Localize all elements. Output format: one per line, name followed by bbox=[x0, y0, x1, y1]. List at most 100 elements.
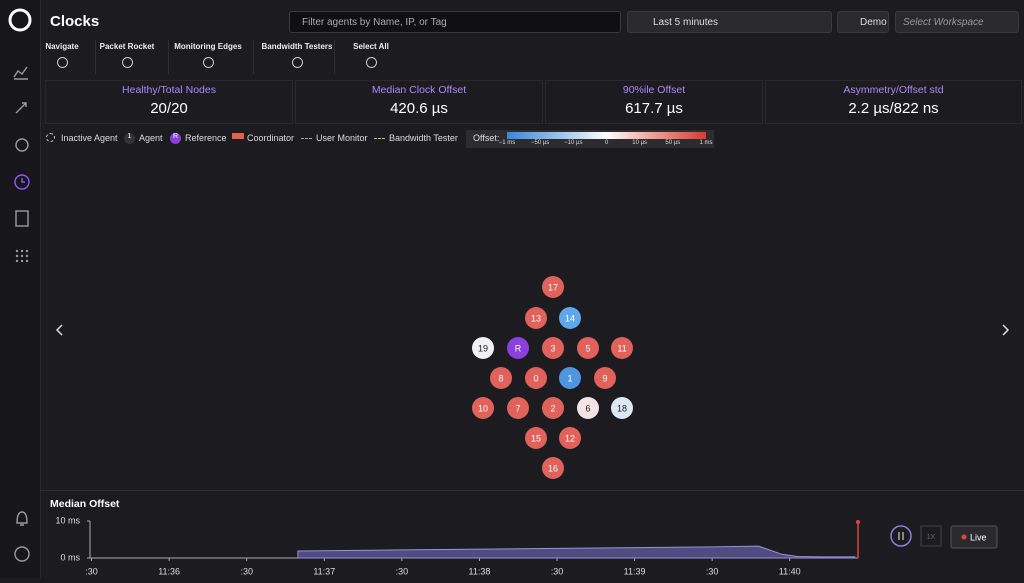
workspace-select[interactable]: Select Workspace bbox=[895, 11, 1019, 33]
y-tick-label: 0 ms bbox=[60, 552, 80, 562]
separator bbox=[167, 40, 169, 74]
nav-icon[interactable] bbox=[15, 138, 29, 152]
node-label: 8 bbox=[498, 373, 503, 383]
next-arrow[interactable] bbox=[1002, 324, 1010, 336]
node[interactable] bbox=[577, 397, 599, 419]
legend-swatch bbox=[301, 138, 312, 139]
node-label: 10 bbox=[478, 403, 488, 413]
nav-icon-active[interactable] bbox=[14, 174, 30, 190]
live-label[interactable]: Live bbox=[970, 532, 987, 542]
node[interactable] bbox=[507, 397, 529, 419]
node[interactable] bbox=[490, 367, 512, 389]
x-tick-label: :30 bbox=[85, 566, 98, 576]
x-tick-label: 11:39 bbox=[624, 566, 646, 576]
nav-icon[interactable] bbox=[15, 210, 29, 227]
legend-label: Reference bbox=[185, 133, 227, 143]
x-tick-label: 11:36 bbox=[158, 566, 180, 576]
toolbar-icon[interactable] bbox=[292, 57, 303, 68]
offset-scale-tick: 0 bbox=[604, 140, 609, 146]
search-input[interactable]: Filter agents by Name, IP, or Tag bbox=[289, 11, 621, 33]
legend-icon-text: 1 bbox=[127, 133, 132, 140]
node-label: 7 bbox=[515, 403, 520, 413]
x-tick-label: :30 bbox=[396, 566, 409, 576]
node[interactable] bbox=[559, 367, 581, 389]
speed-label[interactable]: 1X bbox=[927, 534, 936, 541]
x-tick-label: :30 bbox=[706, 566, 719, 576]
time-range[interactable]: Last 5 minutes bbox=[627, 11, 832, 33]
legend-label: Coordinator bbox=[247, 133, 295, 143]
logo[interactable] bbox=[8, 8, 32, 32]
separator bbox=[252, 40, 254, 74]
node-label: 5 bbox=[585, 343, 590, 353]
legend-swatch bbox=[124, 133, 135, 144]
chart-title: Median Offset bbox=[50, 498, 120, 510]
node-label: 1 bbox=[567, 373, 572, 383]
offset-gradient bbox=[507, 132, 706, 139]
node[interactable] bbox=[611, 337, 633, 359]
legend-icon-text: R bbox=[172, 133, 179, 140]
legend-label: User Monitor bbox=[316, 133, 368, 143]
stat-box bbox=[765, 80, 1022, 124]
median-offset-chart: Median Offset 10 ms 0 ms:30 11:36:30 11:37:3… bbox=[50, 498, 998, 576]
toolbar-icon[interactable] bbox=[203, 57, 214, 68]
stat-label: Median Clock Offset bbox=[371, 84, 467, 96]
demo-button[interactable]: Demo bbox=[837, 11, 889, 33]
nav-icon[interactable] bbox=[15, 102, 27, 114]
toolbar-label[interactable]: Select All bbox=[353, 42, 389, 51]
stat-box bbox=[545, 80, 763, 124]
pause-button[interactable] bbox=[890, 525, 912, 547]
toolbar-icon[interactable] bbox=[366, 57, 377, 68]
node[interactable] bbox=[542, 457, 564, 479]
node[interactable] bbox=[472, 397, 494, 419]
offset-scale-tick: 1 ms bbox=[699, 140, 713, 146]
node-label: 19 bbox=[478, 343, 488, 353]
stat-label: 90%ile Offset bbox=[622, 84, 686, 96]
node[interactable] bbox=[611, 397, 633, 419]
sidebar bbox=[0, 0, 41, 578]
notifications-icon[interactable] bbox=[16, 511, 28, 526]
live-dot bbox=[961, 534, 967, 540]
stat-label: Asymmetry/Offset std bbox=[843, 84, 944, 96]
node[interactable] bbox=[507, 337, 529, 359]
node[interactable] bbox=[594, 367, 616, 389]
node-label: 18 bbox=[617, 403, 627, 413]
toolbar-label[interactable]: Navigate bbox=[45, 42, 79, 51]
node[interactable] bbox=[559, 307, 581, 329]
node-label: 9 bbox=[602, 373, 607, 383]
node[interactable] bbox=[542, 337, 564, 359]
offset-scale-tick: 50 µs bbox=[665, 140, 681, 146]
node[interactable] bbox=[559, 427, 581, 449]
node[interactable] bbox=[542, 276, 564, 298]
x-tick-label: :30 bbox=[551, 566, 564, 576]
legend-label: Bandwidth Tester bbox=[389, 133, 458, 143]
node[interactable] bbox=[472, 337, 494, 359]
node-label: 6 bbox=[585, 403, 590, 413]
toolbar-icon[interactable] bbox=[57, 57, 68, 68]
offset-scale-tick: −1 ms bbox=[498, 140, 516, 146]
node[interactable] bbox=[525, 367, 547, 389]
legend-swatch bbox=[46, 133, 55, 142]
toolbar-label[interactable]: Monitoring Edges bbox=[174, 42, 242, 51]
help-icon[interactable] bbox=[14, 546, 30, 562]
stat-value: 2.2 µs/822 ns bbox=[848, 100, 939, 117]
node[interactable] bbox=[577, 337, 599, 359]
toolbar-label[interactable]: Packet Rocket bbox=[99, 42, 155, 51]
sidebar-icons bbox=[8, 8, 32, 562]
speed-button[interactable] bbox=[920, 525, 942, 547]
node[interactable] bbox=[525, 427, 547, 449]
live-button[interactable] bbox=[950, 525, 998, 549]
toolbar-icon[interactable] bbox=[122, 57, 133, 68]
toolbar-label[interactable]: Bandwidth Testers bbox=[261, 42, 333, 51]
node[interactable] bbox=[542, 397, 564, 419]
node[interactable] bbox=[525, 307, 547, 329]
nav-icon[interactable] bbox=[13, 66, 28, 80]
offset-scale-label: Offset: bbox=[473, 133, 500, 143]
node-label: 11 bbox=[617, 343, 626, 353]
nav-icon[interactable] bbox=[15, 249, 29, 263]
divider bbox=[40, 490, 1024, 491]
node-label: R bbox=[515, 343, 522, 353]
legend-label: Inactive Agent bbox=[61, 133, 118, 143]
x-tick-label: 11:40 bbox=[779, 566, 801, 576]
prev-arrow[interactable] bbox=[55, 324, 63, 336]
